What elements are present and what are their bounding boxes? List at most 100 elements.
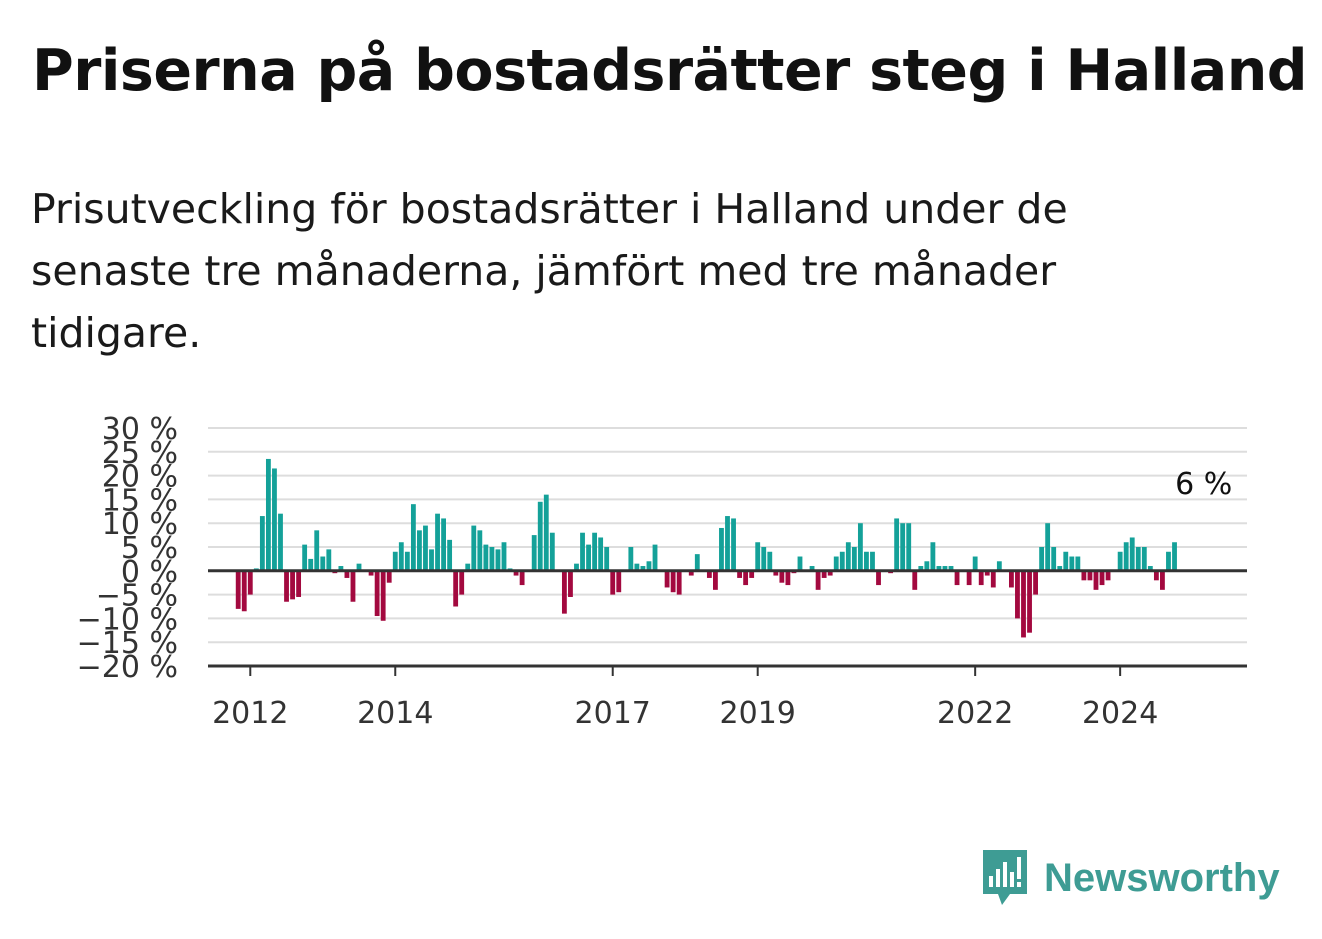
bar	[284, 570, 289, 602]
bar	[1045, 523, 1051, 571]
y-tick-label: −20 %	[77, 650, 178, 685]
bar	[785, 570, 791, 586]
bar	[1063, 551, 1069, 571]
bar	[477, 530, 483, 571]
newsworthy-logo-icon	[983, 850, 1027, 905]
bar	[731, 518, 736, 571]
bar	[1117, 551, 1123, 571]
bar	[501, 542, 507, 571]
bar	[326, 549, 332, 571]
bar	[694, 554, 700, 571]
bar	[259, 516, 265, 571]
bar	[936, 566, 942, 571]
bar	[1075, 556, 1081, 571]
y-tick-label: 15 %	[102, 483, 178, 518]
bar	[1081, 570, 1087, 581]
bar	[302, 544, 308, 571]
bar	[247, 570, 253, 595]
bar	[489, 547, 495, 571]
bar	[265, 458, 271, 571]
bar	[978, 570, 984, 586]
bar	[1009, 570, 1014, 588]
bar	[398, 542, 404, 571]
bar	[1051, 547, 1057, 571]
bar	[1021, 570, 1026, 638]
bar	[568, 570, 573, 597]
bar	[942, 566, 948, 571]
bar	[906, 523, 912, 571]
bar	[1039, 547, 1045, 571]
bar	[1166, 551, 1171, 571]
bar	[1105, 570, 1111, 581]
bar	[1093, 570, 1099, 590]
bar	[1099, 570, 1105, 586]
x-axis-ticks: 2012 2014 2017 2019 2022 2024	[212, 666, 1158, 731]
bar	[912, 570, 918, 590]
bar	[833, 556, 839, 571]
bar	[429, 549, 434, 571]
y-tick-label: 5 %	[121, 531, 178, 566]
bar	[1069, 556, 1075, 571]
bar	[598, 537, 604, 571]
bar	[574, 563, 579, 571]
bar	[773, 570, 779, 576]
bar	[519, 570, 525, 586]
bar	[386, 570, 392, 583]
bar	[870, 551, 875, 571]
bar	[441, 518, 446, 571]
bar	[755, 542, 761, 571]
y-tick-label: −10 %	[77, 602, 178, 637]
bar	[483, 544, 489, 571]
bar	[827, 570, 833, 576]
bar	[1153, 570, 1159, 581]
bar	[404, 551, 410, 571]
bar	[447, 539, 453, 571]
bar	[966, 570, 972, 586]
x-tick-label: 2022	[937, 696, 1013, 731]
bar	[900, 523, 906, 571]
y-tick-label: 10 %	[102, 507, 178, 542]
bar	[356, 563, 362, 571]
y-tick-label: 20 %	[102, 460, 178, 495]
bar	[1015, 570, 1020, 619]
bar	[513, 570, 519, 576]
bar	[1160, 570, 1165, 590]
bar	[610, 570, 616, 595]
bar	[749, 570, 755, 578]
bar	[1135, 547, 1141, 571]
bar	[459, 570, 465, 595]
bar	[296, 570, 302, 597]
bar	[857, 523, 863, 571]
x-tick-label: 2017	[575, 696, 651, 731]
bar	[592, 532, 598, 571]
bar	[797, 556, 803, 571]
bar	[380, 570, 386, 621]
y-tick-label: −15 %	[77, 626, 178, 661]
bar	[580, 532, 585, 571]
bar	[646, 561, 652, 571]
bar	[918, 566, 924, 571]
bars	[235, 458, 1177, 638]
bar	[1033, 570, 1038, 595]
bar	[664, 570, 670, 588]
bar	[676, 570, 682, 595]
bar	[410, 504, 416, 571]
bar	[972, 556, 978, 571]
bar	[374, 570, 380, 617]
bar	[719, 527, 724, 571]
bar	[435, 513, 440, 571]
bar	[272, 468, 277, 571]
brand-name: Newsworthy	[1044, 855, 1280, 900]
x-tick-label: 2014	[357, 696, 433, 731]
bar	[1027, 570, 1032, 633]
bar	[996, 561, 1002, 571]
bar	[761, 547, 767, 571]
y-tick-label: 30 %	[102, 412, 178, 447]
bar	[308, 558, 314, 571]
chart-title: Priserna på bostadsrätter steg i Halland	[32, 38, 1308, 104]
bar	[845, 542, 851, 571]
bar	[320, 556, 326, 571]
bar	[652, 544, 658, 571]
bar	[948, 566, 954, 571]
bar	[278, 513, 283, 571]
